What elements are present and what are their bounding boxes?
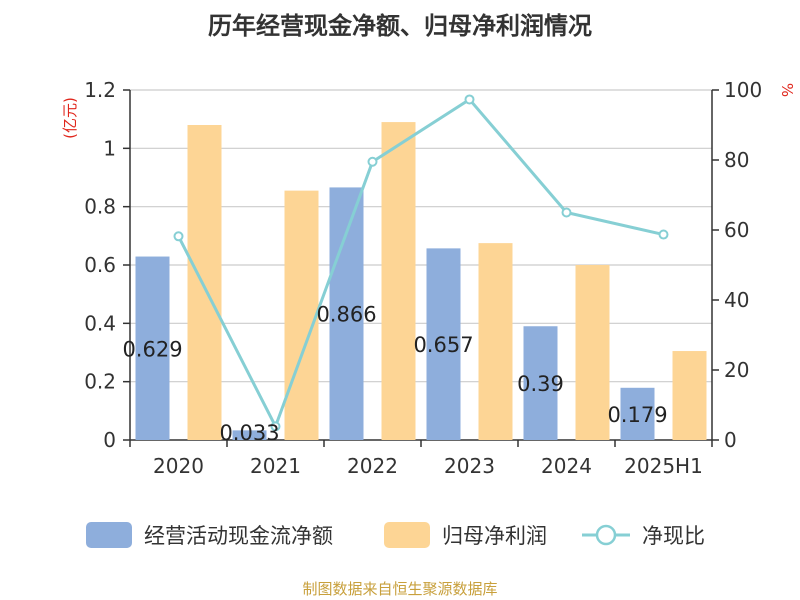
line-cash-ratio — [177, 97, 664, 431]
y-right-tick-label: 60 — [724, 218, 749, 242]
bar-cash-flow — [426, 248, 461, 440]
y-left-tick-label: 1.2 — [84, 78, 116, 102]
x-tick-label: 2024 — [541, 454, 592, 478]
data-label-cash-flow: 0.866 — [316, 303, 376, 327]
y-right-tick-label: 0 — [724, 428, 737, 452]
source-note: 制图数据来自恒生聚源数据库 — [302, 580, 498, 598]
bar-net-profit — [187, 125, 222, 440]
y-right-tick-label: 20 — [724, 358, 749, 382]
y-left-tick-label: 0.2 — [84, 370, 116, 394]
bar-net-profit — [575, 265, 610, 440]
bar-net-profit — [478, 243, 513, 440]
x-tick-label: 2020 — [153, 454, 204, 478]
data-label-cash-flow: 0.179 — [607, 403, 667, 427]
legend-label-cash-ratio: 净现比 — [642, 524, 705, 548]
data-label-cash-flow: 0.033 — [219, 421, 279, 445]
bar-net-profit — [381, 122, 416, 440]
line-point-cash-ratio — [173, 231, 184, 242]
line-point-cash-ratio — [464, 94, 475, 105]
bar-cash-flow — [135, 256, 170, 440]
y-right-tick-label: 100 — [724, 78, 762, 102]
y-right-tick-label: 40 — [724, 288, 749, 312]
y-left-tick-label: 1 — [103, 136, 116, 160]
x-tick-label: 2022 — [347, 454, 398, 478]
y-right-unit: % — [778, 83, 796, 97]
line-point-cash-ratio — [658, 229, 669, 240]
legend-swatch-cash-flow — [86, 522, 132, 548]
data-label-cash-flow: 0.629 — [122, 337, 182, 361]
line-point-cash-ratio — [367, 156, 378, 167]
x-tick-label: 2023 — [444, 454, 495, 478]
y-left-tick-label: 0.6 — [84, 253, 116, 277]
y-right-tick-label: 80 — [724, 148, 749, 172]
bar-net-profit — [672, 351, 707, 440]
x-tick-label: 2021 — [250, 454, 301, 478]
line-point-cash-ratio — [561, 207, 572, 218]
bar-cash-flow — [523, 326, 558, 440]
bar-net-profit — [284, 190, 319, 440]
y-left-tick-label: 0 — [103, 428, 116, 452]
legend-marker-cash-ratio — [595, 524, 617, 546]
legend-label-cash-flow: 经营活动现金流净额 — [144, 524, 333, 548]
line-point-cash-ratio — [270, 421, 281, 432]
chart-title: 历年经营现金净额、归母净利润情况 — [208, 12, 592, 40]
y-left-tick-label: 0.4 — [84, 311, 116, 335]
bar-cash-flow — [620, 387, 655, 440]
x-tick-label: 2025H1 — [624, 454, 703, 478]
data-label-cash-flow: 0.39 — [517, 372, 564, 396]
y-left-tick-label: 0.8 — [84, 195, 116, 219]
data-label-cash-flow: 0.657 — [413, 333, 473, 357]
y-left-unit: (亿元) — [61, 97, 79, 139]
bar-cash-flow — [232, 430, 267, 440]
legend-swatch-net-profit — [384, 522, 430, 548]
legend-label-net-profit: 归母净利润 — [442, 524, 547, 548]
